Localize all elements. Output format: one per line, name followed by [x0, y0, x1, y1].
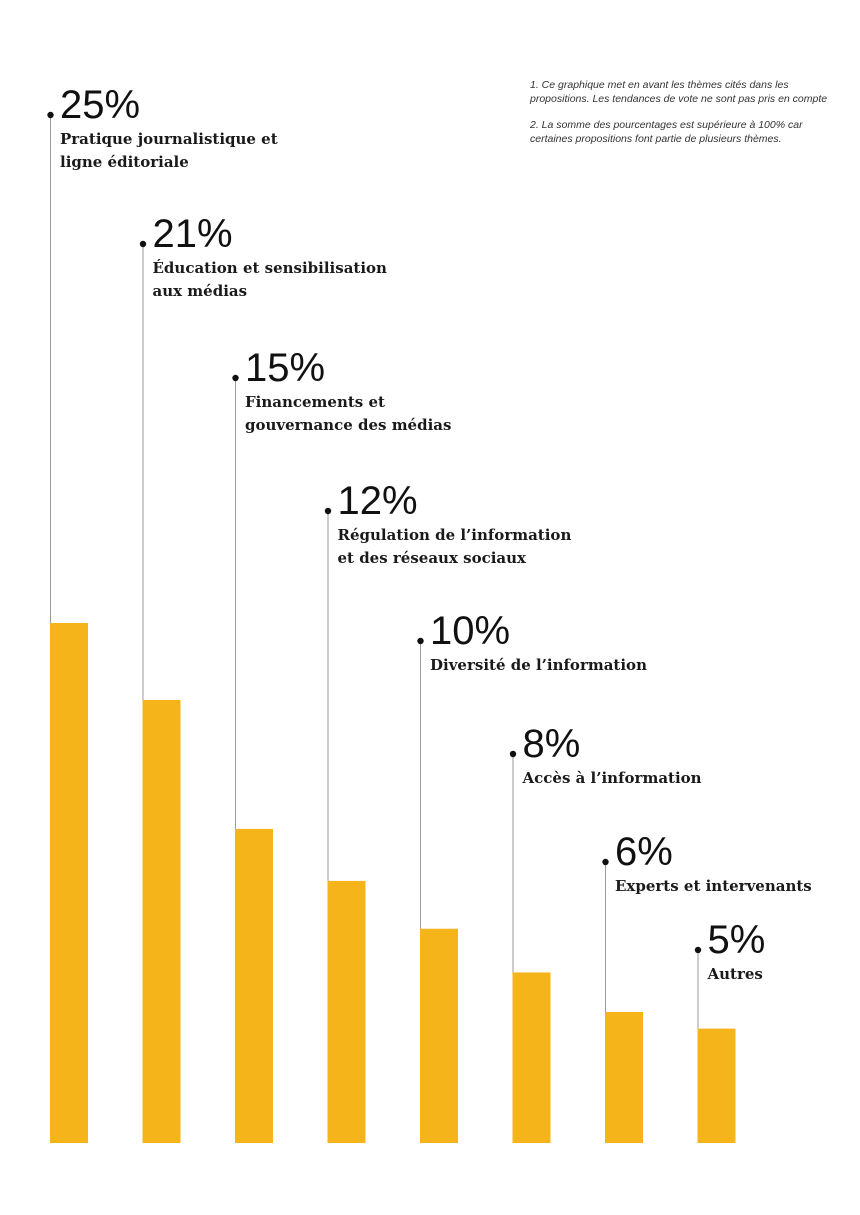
- marker-dot-8: [694, 946, 702, 954]
- value-label-4: 12%: [338, 479, 418, 523]
- category-label-5-line-1: Diversité de l’information: [430, 656, 647, 674]
- bar-1: [50, 623, 88, 1143]
- category-label-2-line-2: aux médias: [153, 282, 248, 300]
- bar-6: [512, 972, 551, 1143]
- marker-dot-1: [47, 111, 54, 119]
- value-label-2: 21%: [153, 212, 233, 256]
- marker-dot-5: [417, 637, 424, 645]
- category-label-7-line-1: Experts et intervenants: [615, 877, 812, 895]
- value-label-3: 15%: [245, 346, 325, 390]
- category-label-1-line-2: ligne éditoriale: [60, 153, 189, 171]
- category-label-8-line-1: Autres: [707, 965, 763, 983]
- category-label-1-line-1: Pratique journalistique et: [60, 130, 278, 148]
- category-label-2-line-1: Éducation et sensibilisation: [153, 259, 388, 277]
- footnote-2: 2. La somme des pourcentages est supérie…: [530, 119, 803, 145]
- footnotes: 1. Ce graphique met en avant les thèmes …: [530, 79, 830, 159]
- bar-5: [420, 928, 458, 1143]
- category-label-4-line-2: et des réseaux sociaux: [338, 549, 528, 567]
- value-label-5: 10%: [430, 609, 510, 653]
- value-label-8: 5%: [708, 918, 766, 962]
- bar-4: [327, 880, 366, 1143]
- category-label-1: Pratique journalistique et ligne éditoria…: [60, 130, 278, 171]
- value-label-6: 8%: [523, 722, 581, 766]
- marker-dot-7: [602, 858, 609, 866]
- category-label-2: Éducation et sensibilisation aux médias: [153, 259, 388, 300]
- footnote-1: 1. Ce graphique met en avant les thèmes …: [530, 79, 828, 105]
- category-label-5: Diversité de l’information: [430, 656, 647, 674]
- value-label-1: 25%: [60, 83, 140, 127]
- bar-3: [235, 828, 273, 1143]
- category-label-8: Autres: [707, 965, 763, 983]
- category-label-7: Experts et intervenants: [615, 877, 812, 895]
- category-label-3-line-2: gouvernance des médias: [245, 416, 451, 434]
- category-label-4-line-1: Régulation de l’information: [338, 526, 572, 544]
- marker-dot-4: [324, 507, 332, 515]
- value-label-7: 6%: [615, 830, 673, 874]
- bar-8: [697, 1028, 736, 1143]
- bar-2: [142, 699, 181, 1143]
- category-label-6-line-1: Accès à l’information: [522, 769, 702, 787]
- marker-dot-6: [509, 750, 517, 758]
- category-label-3-line-1: Financements et: [245, 393, 385, 411]
- category-label-4: Régulation de l’information et des réseau…: [338, 526, 572, 567]
- marker-dot-3: [232, 374, 239, 382]
- category-label-3: Financements et gouvernance des médias: [245, 393, 451, 434]
- bar-7: [605, 1011, 643, 1143]
- marker-dot-2: [139, 240, 147, 248]
- category-label-6: Accès à l’information: [522, 769, 702, 787]
